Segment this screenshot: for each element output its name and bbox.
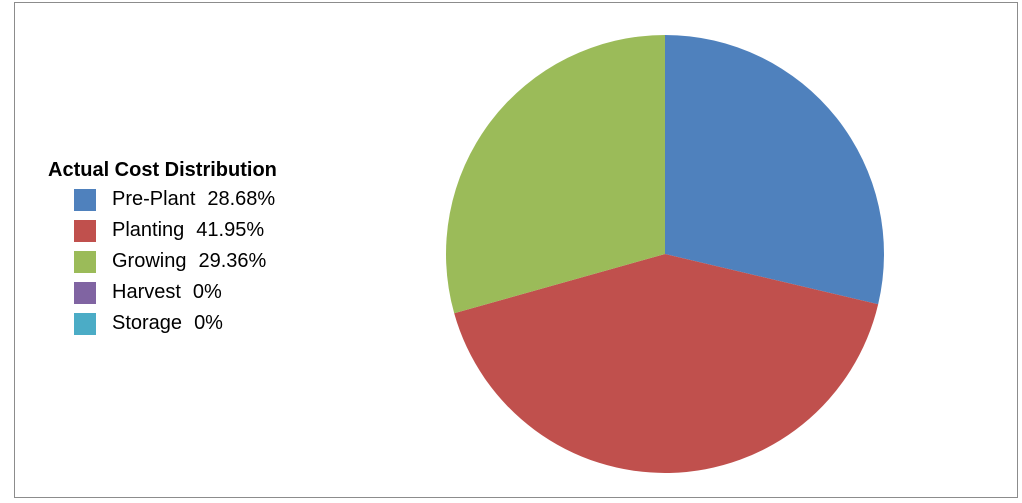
legend-percentage: 28.68% [207,188,276,210]
legend-label: Planting [112,219,185,241]
pie-chart [446,35,884,473]
legend-percentage: 41.95% [196,219,265,241]
legend: Actual Cost Distribution Pre-Plant 28.68%… [48,158,388,339]
legend-swatch [74,219,96,242]
legend-swatch [74,281,96,304]
legend-item-pre-plant: Pre-Plant 28.68% [74,184,388,215]
legend-swatch [74,188,96,211]
legend-item-harvest: Harvest 0% [74,277,388,308]
legend-label: Pre-Plant [112,188,196,210]
legend-swatch [74,312,96,335]
legend-label: Growing [112,250,187,272]
pie-slice-pre-plant [665,35,884,305]
legend-percentage: 29.36% [198,250,267,272]
pie-slice-planting [454,254,879,473]
legend-percentage: 0% [192,281,222,303]
legend-swatch [74,250,96,273]
legend-items: Pre-Plant 28.68% Planting 41.95% Growing 29.3… [48,184,388,339]
legend-item-growing: Growing 29.36% [74,246,388,277]
legend-item-planting: Planting 41.95% [74,215,388,246]
chart-frame: Actual Cost Distribution Pre-Plant 28.68%… [14,2,1018,498]
legend-item-storage: Storage 0% [74,308,388,339]
legend-label: Harvest [112,281,181,303]
legend-percentage: 0% [194,312,223,334]
pie-slice-growing [446,35,665,314]
legend-label: Storage [112,312,183,334]
legend-title: Actual Cost Distribution [48,159,277,181]
